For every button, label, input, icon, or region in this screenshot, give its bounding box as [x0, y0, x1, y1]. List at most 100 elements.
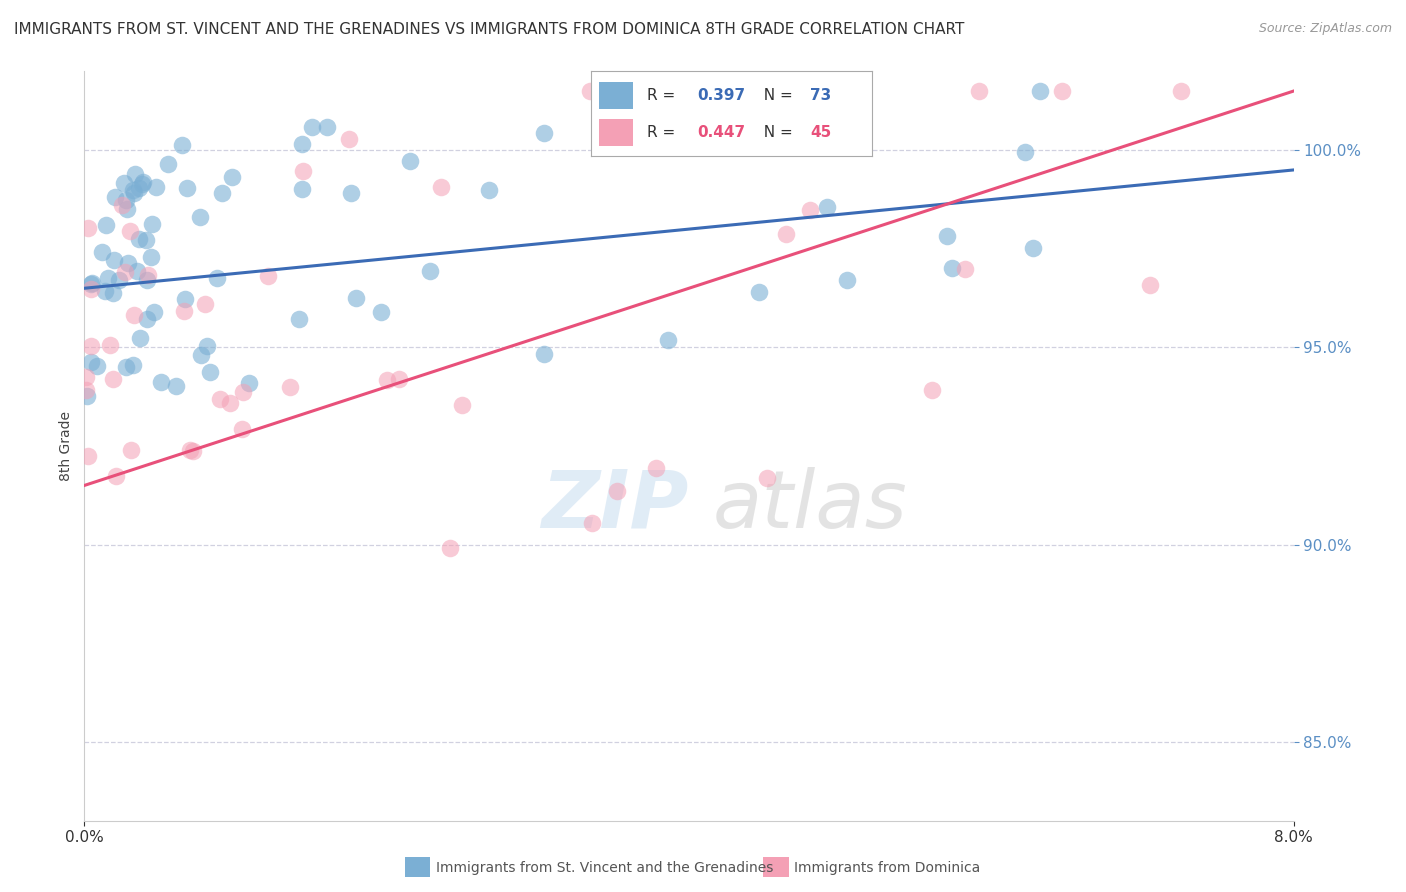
Point: [430, 180, 453, 194]
Text: Immigrants from Dominica: Immigrants from Dominica: [794, 861, 980, 875]
Point: [291, 182, 314, 196]
Point: [112, 176, 135, 190]
Point: [120, 442, 142, 457]
Point: [111, 198, 134, 212]
Point: [76, 388, 98, 402]
Point: [825, 84, 848, 98]
Point: [173, 304, 195, 318]
Text: Source: ZipAtlas.com: Source: ZipAtlas.com: [1258, 22, 1392, 36]
Point: [121, 358, 143, 372]
Point: [115, 360, 138, 375]
Point: [128, 232, 150, 246]
Point: [645, 460, 668, 475]
Point: [579, 84, 602, 98]
Point: [145, 179, 167, 194]
Point: [132, 175, 155, 189]
Point: [135, 233, 157, 247]
Point: [98, 338, 121, 352]
Point: [208, 392, 231, 407]
Point: [967, 84, 990, 98]
Point: [370, 305, 392, 319]
Point: [181, 444, 204, 458]
Point: [205, 271, 228, 285]
Point: [122, 183, 145, 197]
Point: [337, 132, 360, 146]
Point: [131, 178, 153, 192]
Point: [195, 339, 218, 353]
Point: [292, 164, 315, 178]
Y-axis label: 8th Grade: 8th Grade: [59, 411, 73, 481]
Text: 73: 73: [810, 87, 831, 103]
Bar: [599, 81, 633, 109]
Point: [218, 396, 240, 410]
Point: [257, 268, 280, 283]
Point: [375, 373, 398, 387]
Point: [141, 217, 163, 231]
Point: [80, 277, 103, 291]
Text: 0.447: 0.447: [697, 125, 745, 140]
Point: [173, 292, 195, 306]
Point: [190, 348, 212, 362]
Point: [136, 312, 159, 326]
Point: [170, 138, 193, 153]
Point: [936, 229, 959, 244]
Point: [301, 120, 323, 135]
Point: [122, 186, 145, 201]
Point: [115, 202, 138, 216]
Point: [748, 285, 770, 299]
Point: [107, 273, 129, 287]
Point: [211, 186, 233, 200]
Point: [104, 468, 127, 483]
Point: [1170, 84, 1192, 98]
Point: [129, 331, 152, 345]
Point: [533, 347, 555, 361]
Point: [80, 282, 103, 296]
Point: [581, 516, 603, 530]
Text: R =: R =: [647, 87, 681, 103]
Point: [1014, 145, 1036, 159]
Text: ZIP: ZIP: [541, 467, 689, 545]
Point: [141, 250, 163, 264]
Bar: [599, 119, 633, 146]
Point: [799, 203, 821, 218]
Point: [77, 450, 100, 464]
Point: [75, 370, 97, 384]
Point: [94, 284, 117, 298]
Point: [118, 224, 141, 238]
Point: [101, 372, 124, 386]
Point: [439, 541, 461, 555]
Point: [124, 167, 146, 181]
Point: [399, 153, 422, 168]
Point: [114, 265, 136, 279]
Point: [150, 375, 173, 389]
Point: [188, 211, 211, 225]
Point: [122, 309, 145, 323]
Point: [200, 365, 222, 379]
Point: [340, 186, 363, 200]
Point: [278, 380, 301, 394]
Point: [344, 291, 367, 305]
Point: [79, 277, 101, 291]
Text: 0.397: 0.397: [697, 87, 745, 103]
Point: [156, 157, 179, 171]
Point: [176, 181, 198, 195]
Point: [80, 355, 103, 369]
Point: [291, 136, 314, 151]
Point: [165, 378, 187, 392]
Text: IMMIGRANTS FROM ST. VINCENT AND THE GRENADINES VS IMMIGRANTS FROM DOMINICA 8TH G: IMMIGRANTS FROM ST. VINCENT AND THE GREN…: [14, 22, 965, 37]
Point: [91, 245, 114, 260]
Text: atlas: atlas: [713, 467, 908, 545]
Text: R =: R =: [647, 125, 681, 140]
Point: [1052, 84, 1074, 98]
Point: [136, 268, 159, 283]
Point: [533, 126, 555, 140]
Point: [125, 264, 148, 278]
Point: [388, 372, 411, 386]
Point: [221, 169, 243, 184]
Point: [231, 422, 253, 436]
Point: [76, 221, 98, 235]
Point: [451, 398, 474, 412]
Point: [194, 297, 217, 311]
Point: [775, 227, 797, 241]
Point: [86, 359, 108, 373]
